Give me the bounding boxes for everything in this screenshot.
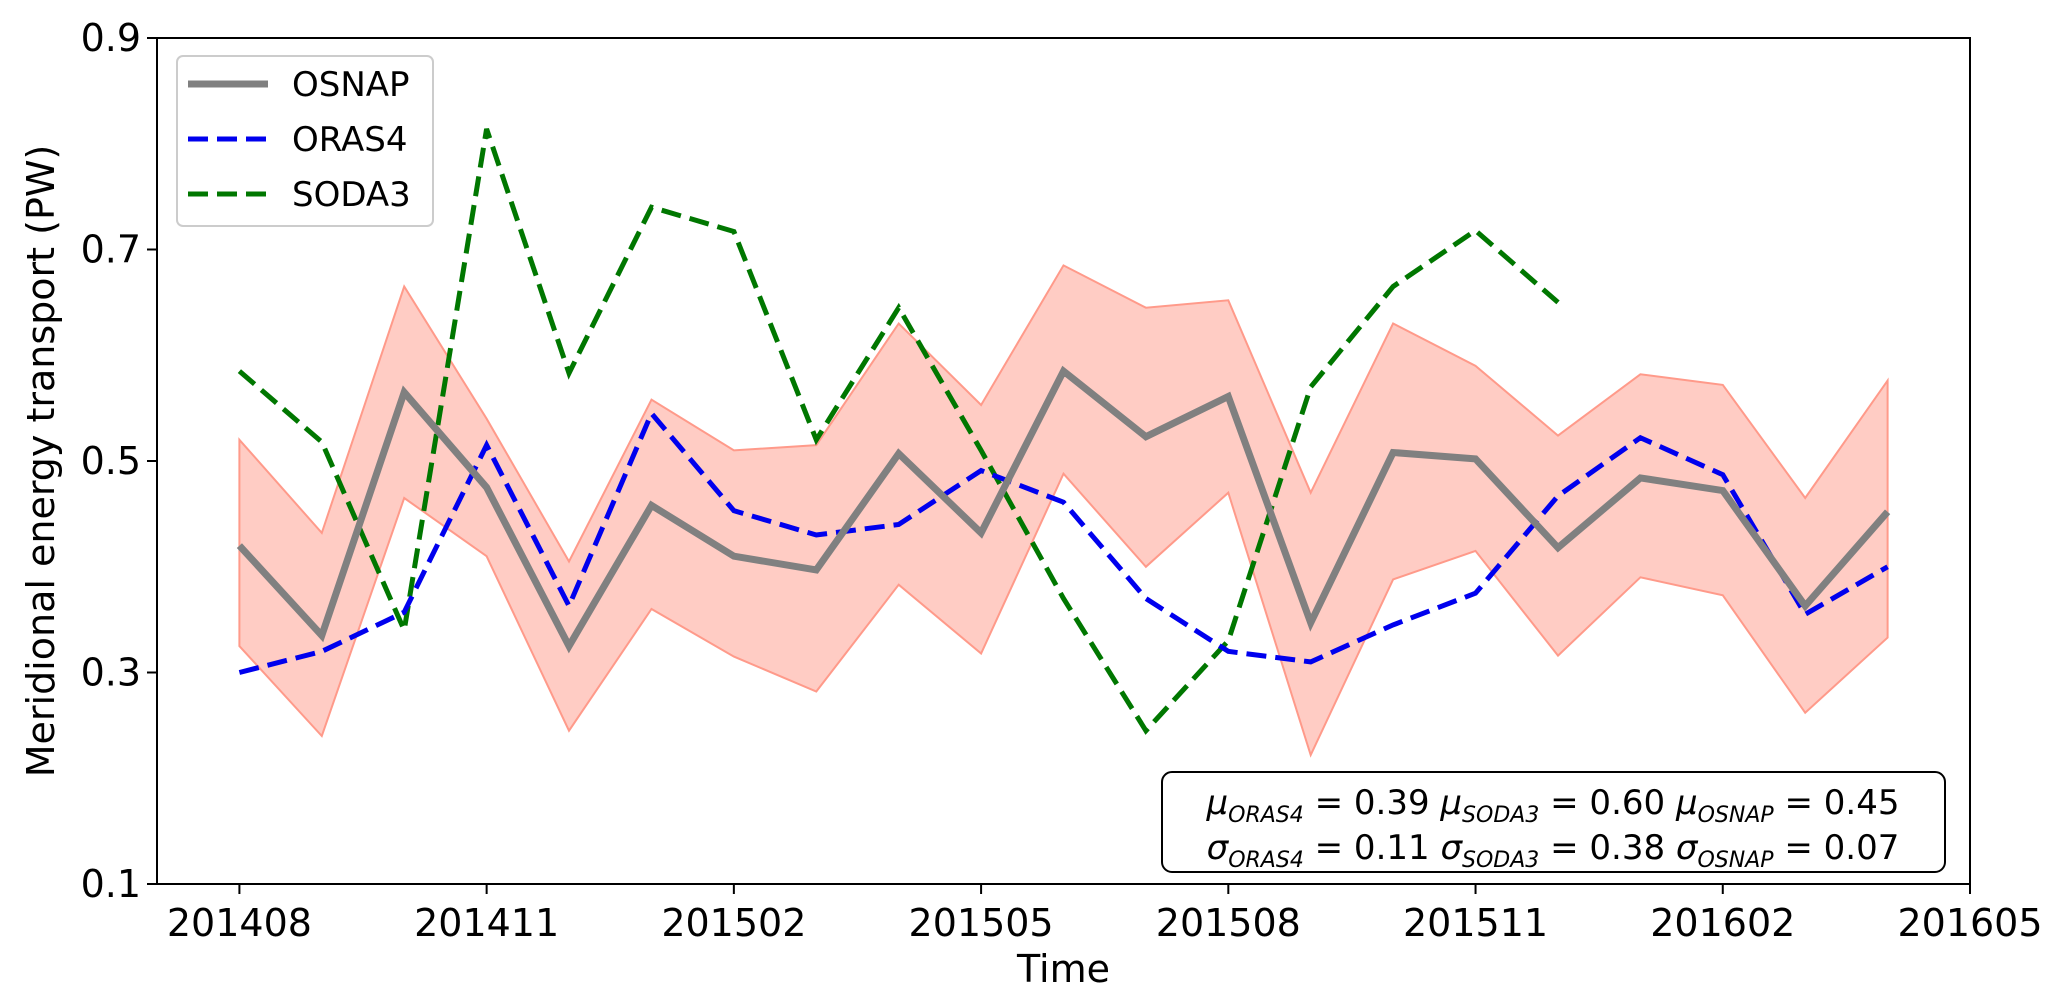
legend-label-osnap: OSNAP — [292, 65, 410, 105]
x-tick-label: 201508 — [1156, 901, 1301, 945]
stats-mean-line: μORAS4 = 0.39 μSODA3 = 0.60 μOSNAP = 0.4… — [1206, 783, 1900, 828]
osnap-uncertainty-band — [238, 264, 1889, 758]
stats-box — [1161, 771, 1946, 873]
series-line-soda3 — [237, 128, 1560, 735]
uncertainty-band-group — [238, 264, 1889, 758]
legend-label-oras4: ORAS4 — [292, 120, 407, 160]
y-tick-label: 0.3 — [81, 651, 141, 695]
series-line-osnap — [236, 365, 1891, 654]
y-axis: 0.1 0.3 0.5 0.7 0.9 — [81, 16, 157, 906]
x-tick-label: 201505 — [909, 901, 1054, 945]
y-tick-label: 0.7 — [81, 228, 141, 272]
series-line-oras4 — [238, 408, 1889, 675]
y-tick-label: 0.5 — [81, 439, 141, 483]
x-tick-label: 201502 — [661, 901, 806, 945]
legend-label-soda3: SODA3 — [292, 175, 411, 215]
x-tick-label: 201511 — [1403, 901, 1548, 945]
stats-annotation: μORAS4 = 0.39 μSODA3 = 0.60 μOSNAP = 0.4… — [1161, 771, 1946, 873]
x-tick-label: 201411 — [414, 901, 559, 945]
x-axis: 201408 201411 201502 201505 201508 201511 2016… — [167, 884, 2043, 945]
y-tick-label: 0.9 — [81, 16, 141, 60]
x-axis-label: Time — [1016, 947, 1110, 991]
x-tick-label: 201602 — [1650, 901, 1795, 945]
series-group — [236, 128, 1891, 735]
stats-std-line: σORAS4 = 0.11 σSODA3 = 0.38 σOSNAP = 0.0… — [1207, 828, 1900, 873]
legend-box — [176, 55, 434, 227]
x-tick-label: 201408 — [167, 901, 312, 945]
y-tick-label: 0.1 — [81, 862, 141, 906]
legend: OSNAP ORAS4 SODA3 — [176, 55, 434, 227]
y-axis-label: Meridional energy transport (PW) — [19, 145, 63, 778]
x-tick-label: 201605 — [1897, 901, 2042, 945]
